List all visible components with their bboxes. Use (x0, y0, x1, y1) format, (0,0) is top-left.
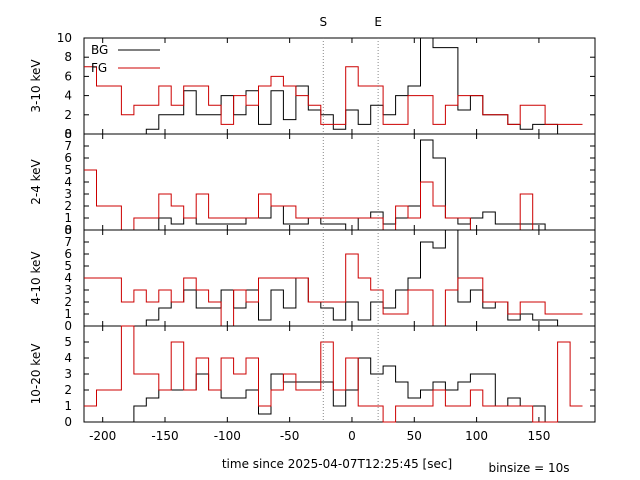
series-group (84, 139, 583, 231)
y-axis-label: 4-10 keV (29, 251, 43, 305)
y-tick-label: 6 (64, 69, 72, 83)
series-group (84, 229, 583, 327)
legend-label-bg: BG (91, 43, 108, 57)
y-tick-label: 1 (64, 399, 72, 413)
y-tick-label: 4 (64, 351, 72, 365)
y-tick-label: 0 (64, 127, 72, 141)
y-tick-label: 2 (64, 108, 72, 122)
series-line-fg (84, 66, 583, 125)
y-tick-label: 8 (64, 127, 72, 141)
marker-label-e: E (374, 15, 382, 29)
y-tick-label: 6 (64, 151, 72, 165)
y-tick-label: 2 (64, 295, 72, 309)
plot-frame (83, 325, 596, 423)
y-axis-label: 10-20 keV (29, 343, 43, 405)
panel-1: 0 2 4 6 8 10 3-10 keV (29, 31, 596, 141)
x-tick-label: -150 (151, 429, 178, 443)
y-tick-label: 6 (64, 247, 72, 261)
y-tick-label: 10 (57, 31, 72, 45)
y-tick-label: 8 (64, 223, 72, 237)
series-group (84, 325, 583, 423)
x-tick-label: 50 (407, 429, 422, 443)
series-line-fg (84, 325, 583, 423)
y-tick-label: 1 (64, 211, 72, 225)
x-tick-label: -200 (89, 429, 116, 443)
y-tick-label: 2 (64, 383, 72, 397)
x-axis-label: time since 2025-04-07T12:25:45 [sec] (222, 457, 452, 471)
series-line-fg (84, 253, 583, 327)
y-tick-label: 1 (64, 307, 72, 321)
x-tick-label: -100 (214, 429, 241, 443)
y-tick-label: 3 (64, 367, 72, 381)
y-tick-label: 3 (64, 283, 72, 297)
plot-frame (83, 229, 596, 327)
y-axis-label: 3-10 keV (29, 59, 43, 113)
marker-label-s: S (319, 15, 327, 29)
y-tick-label: 4 (64, 89, 72, 103)
y-tick-label: 7 (64, 235, 72, 249)
series-group (84, 37, 583, 135)
y-tick-label: 4 (64, 271, 72, 285)
y-tick-label: 2 (64, 199, 72, 213)
y-tick-label: 4 (64, 175, 72, 189)
y-tick-label: 7 (64, 139, 72, 153)
y-tick-label: 0 (64, 319, 72, 333)
y-tick-label: 8 (64, 50, 72, 64)
x-tick-label: -50 (280, 429, 300, 443)
y-tick-label: 5 (64, 335, 72, 349)
y-tick-label: 0 (64, 223, 72, 237)
legend-label-fg: FG (91, 61, 107, 75)
x-tick-label: 0 (348, 429, 356, 443)
binsize-label: binsize = 10s (488, 461, 569, 475)
y-tick-label: 3 (64, 187, 72, 201)
y-axis-label: 2-4 keV (29, 158, 43, 204)
y-tick-label: 5 (64, 163, 72, 177)
panel-4: 0 1 2 3 4 5 -200 -150 -100 -50 0 50 100 150 10-20 keV (29, 325, 596, 443)
plot-frame (83, 133, 596, 231)
y-tick-label: 5 (64, 259, 72, 273)
y-tick-label: 0 (64, 415, 72, 429)
x-tick-label: 100 (465, 429, 488, 443)
x-tick-label: 150 (527, 429, 550, 443)
legend: BG FG (91, 43, 160, 75)
